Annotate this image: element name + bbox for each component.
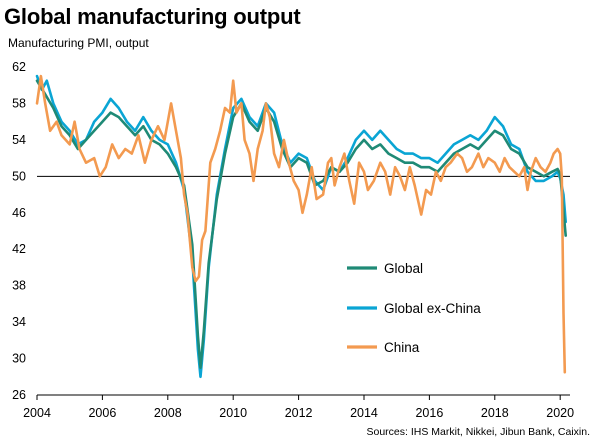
source-note: Sources: IHS Markit, Nikkei, Jibun Bank,…: [366, 426, 591, 438]
series-line-global-ex-china: [35, 74, 567, 379]
legend-label: Global: [384, 261, 423, 276]
x-tick-label: 2016: [415, 406, 443, 420]
y-tick-label: 30: [12, 352, 26, 366]
series-line-global: [35, 79, 567, 369]
legend-label: China: [384, 340, 420, 355]
y-tick-label: 62: [12, 60, 26, 74]
legend-label: Global ex-China: [384, 301, 481, 316]
x-tick-label: 2020: [546, 406, 574, 420]
y-tick-label: 26: [12, 388, 26, 402]
x-tick-label: 2014: [350, 406, 378, 420]
y-tick-label: 38: [12, 279, 26, 293]
x-tick-label: 2008: [154, 406, 182, 420]
y-tick-label: 54: [12, 133, 26, 147]
x-tick-label: 2006: [88, 406, 116, 420]
x-tick-label: 2018: [481, 406, 509, 420]
x-tick-label: 2012: [285, 406, 313, 420]
y-tick-label: 58: [12, 96, 26, 110]
series-line-china: [35, 74, 567, 374]
y-axis-label: Manufacturing PMI, output: [8, 36, 149, 50]
chart-title: Global manufacturing output: [4, 4, 301, 29]
y-tick-label: 50: [12, 169, 26, 183]
y-tick-label: 34: [12, 315, 26, 329]
x-tick-label: 2010: [219, 406, 247, 420]
y-tick-label: 42: [12, 242, 26, 256]
y-tick-label: 46: [12, 206, 26, 220]
x-tick-label: 2004: [23, 406, 51, 420]
